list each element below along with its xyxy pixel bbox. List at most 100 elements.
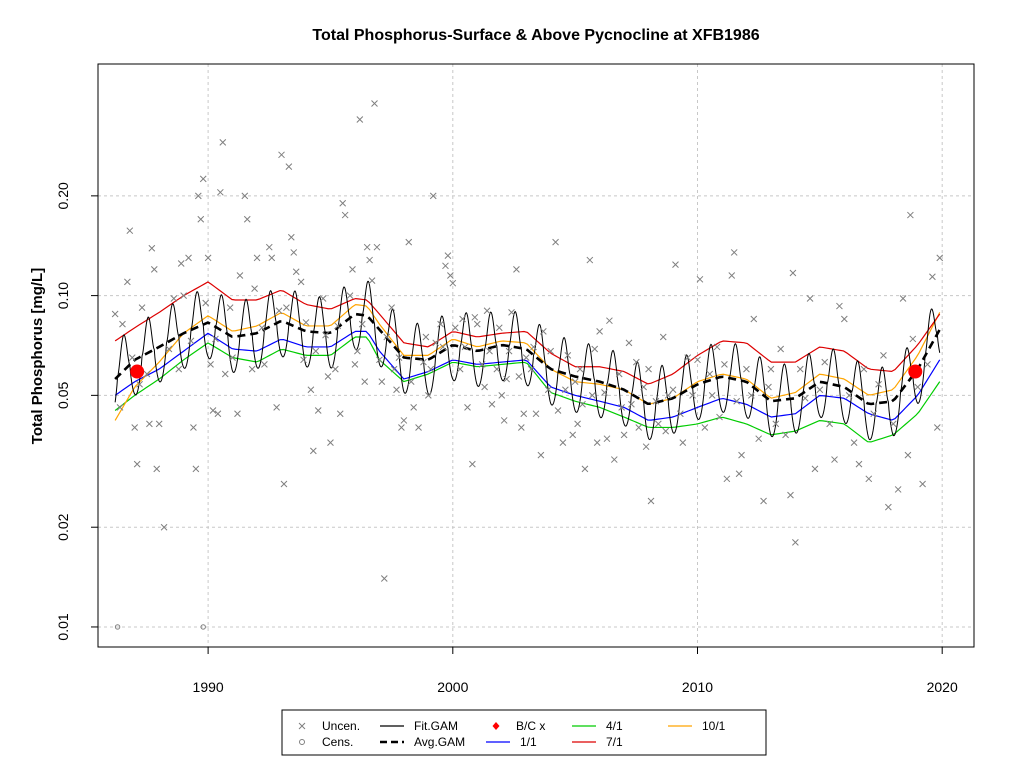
uncen-point [283,304,290,311]
uncen-point [390,365,398,373]
legend-symbol [298,722,306,730]
uncen-point [924,361,931,368]
y-tick-label: 0.02 [55,513,71,540]
x-tick-label: 2010 [682,679,713,695]
uncen-point [495,324,503,332]
uncen-point [214,410,222,418]
chart-title: Total Phosphorus-Surface & Above Pycnocl… [312,27,759,44]
x-tick-label: 1990 [193,679,224,695]
points-layer [111,100,944,630]
uncen-point [226,304,234,311]
uncen-point [513,266,520,273]
uncen-point [505,347,513,355]
legend-item-s41: 4/1 [572,719,623,733]
uncen-point [464,403,471,411]
series-line-4-1 [114,336,941,443]
uncen-point [508,309,515,316]
uncen-point [388,304,395,311]
uncen-point [143,370,151,378]
legend-item-uncen: Uncen. [298,719,360,733]
uncen-point [904,451,912,459]
uncen-point [429,192,437,200]
uncen-point [642,443,650,451]
uncen-point [437,320,444,328]
uncen-point [564,352,572,359]
uncen-point [287,233,295,241]
uncen-point [192,465,200,473]
uncen-point [124,278,131,286]
bc-point [130,364,145,379]
uncen-point [816,386,824,394]
uncen-point [346,292,354,299]
uncen-point [486,347,493,355]
uncen-point [672,261,679,269]
uncen-point [855,460,863,468]
uncen-point [405,238,413,246]
uncen-point [136,380,143,388]
uncen-point [442,262,449,270]
uncen-point [520,410,528,418]
uncen-point [801,394,809,402]
uncen-point [933,424,941,431]
uncen-point [721,361,728,368]
uncen-point [789,269,797,277]
uncen-point [503,375,510,383]
uncen-point [376,356,383,364]
uncen-point [618,403,625,411]
uncen-point [777,345,785,353]
legend-item-s71: 7/1 [572,735,623,749]
uncen-point [309,447,317,455]
series-line-7-1 [114,281,941,385]
uncen-point [677,410,684,418]
uncen-point [701,424,709,431]
uncen-point [358,320,366,328]
y-tick-label: 0.01 [55,613,71,640]
uncen-point [356,116,364,123]
uncen-point [383,333,391,341]
uncen-point [422,333,430,341]
uncen-point [373,243,381,251]
uncen-point [919,480,926,488]
uncen-point [248,365,256,373]
bc-point [908,364,923,379]
uncen-point [380,575,388,582]
uncen-point [865,475,873,483]
uncen-point [860,365,868,373]
uncen-point [236,272,244,279]
uncen-point [652,397,660,405]
uncen-point [258,324,266,332]
grid-lines [98,64,974,647]
uncen-point [415,424,422,431]
uncen-point [694,356,701,364]
legend-item-avg: Avg.GAM [380,735,465,749]
uncen-point [378,378,386,385]
uncen-point [398,424,405,431]
uncen-point [596,328,603,335]
uncen-point [517,424,525,431]
uncen-point [640,383,648,391]
uncen-point [574,420,581,428]
uncen-point [361,378,369,385]
uncen-point [177,260,185,267]
uncen-point [278,151,285,159]
uncen-point [733,397,741,405]
uncen-point [750,315,758,323]
uncen-point [473,320,481,328]
uncen-point [199,175,207,183]
uncen-point [202,299,210,307]
uncen-point [471,313,479,321]
uncen-point [689,391,696,399]
uncen-point [782,431,789,439]
uncen-point [747,391,755,399]
uncen-point [349,266,356,273]
uncen-point [593,439,601,446]
uncen-point [483,307,491,315]
uncen-point [845,391,853,399]
uncen-point [706,370,714,378]
legend-label: Fit.GAM [414,719,458,733]
uncen-point [153,465,161,473]
uncen-point [601,389,608,396]
uncen-point [889,420,897,428]
uncen-point [735,470,743,478]
uncen-point [280,480,288,488]
